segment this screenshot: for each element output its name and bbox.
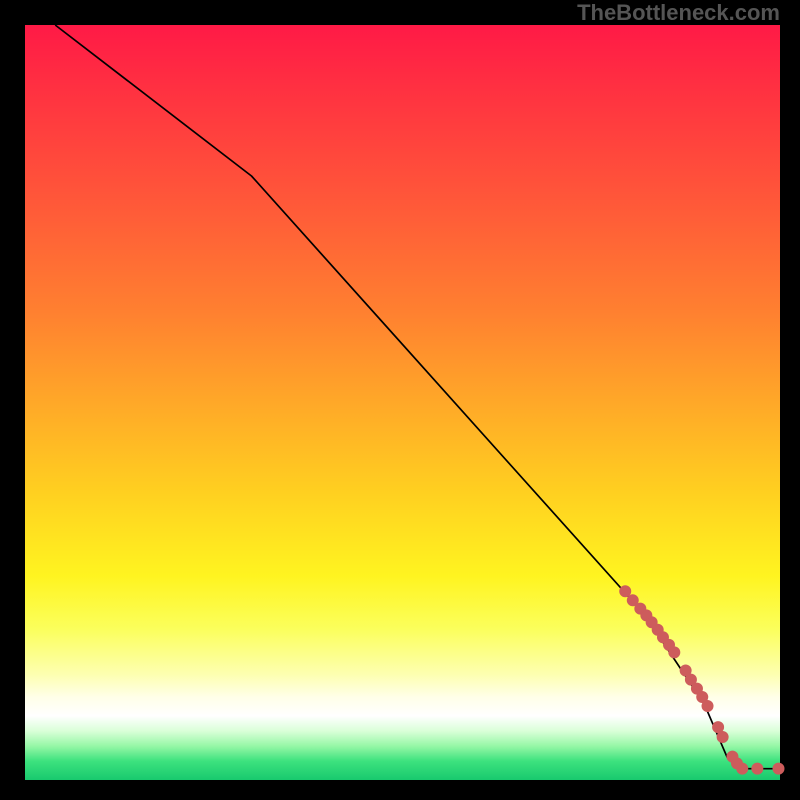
marker-point (752, 763, 763, 774)
watermark-text: TheBottleneck.com (577, 0, 780, 26)
chart-root: TheBottleneck.com (0, 0, 800, 800)
gradient-background (25, 25, 780, 780)
marker-point (737, 763, 748, 774)
marker-point (669, 647, 680, 658)
chart-canvas (0, 0, 800, 800)
marker-point (717, 731, 728, 742)
marker-point (620, 586, 631, 597)
marker-point (773, 763, 784, 774)
marker-point (713, 722, 724, 733)
marker-point (702, 701, 713, 712)
